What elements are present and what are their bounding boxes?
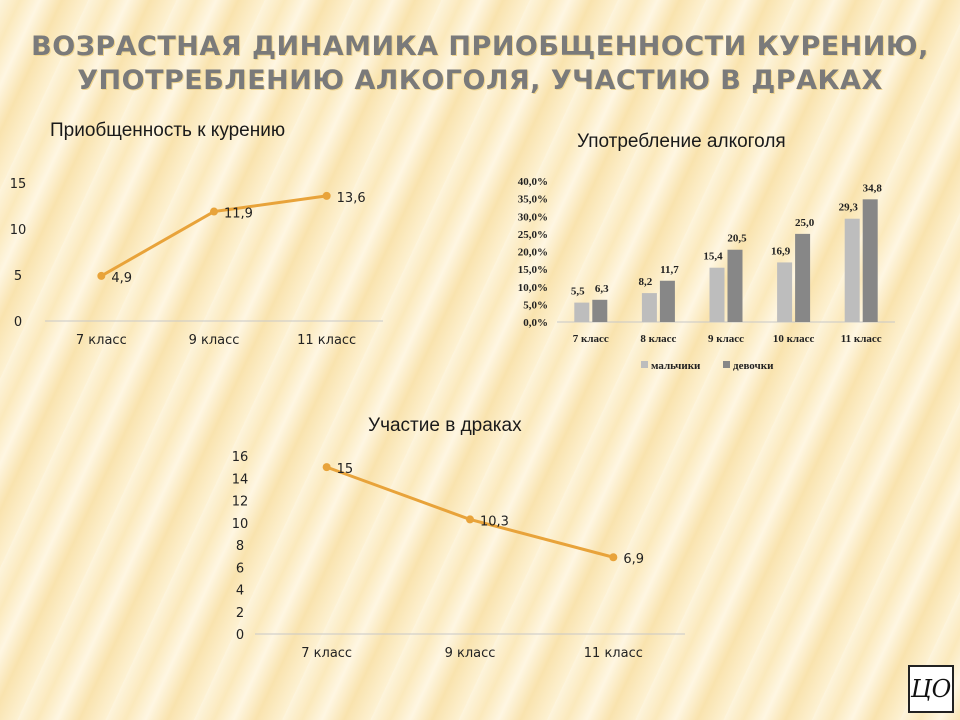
fights-data-label-0: 15 xyxy=(337,462,354,477)
smoking-y-tick-label-0: 0 xyxy=(14,315,22,330)
alcohol-data-label-мальчики-3: 16,9 xyxy=(771,245,791,257)
fights-chart-title: Участие в драках xyxy=(368,415,522,436)
alcohol-legend-label-1: девочки xyxy=(733,360,774,372)
alcohol-x-tick-label-2: 9 класс xyxy=(708,333,744,345)
alcohol-data-label-девочки-0: 6,3 xyxy=(595,283,609,295)
alcohol-y-tick-label-3: 15,0% xyxy=(518,264,548,276)
alcohol-data-label-девочки-2: 20,5 xyxy=(727,233,747,245)
alcohol-data-label-девочки-4: 34,8 xyxy=(863,182,883,194)
fights-x-tick-label-2: 11 класс xyxy=(584,646,643,661)
fights-data-label-1: 10,3 xyxy=(480,514,509,529)
smoking-point-2 xyxy=(322,191,331,200)
logo: ЦО xyxy=(908,665,954,713)
fights-y-tick-label-6: 12 xyxy=(232,495,249,510)
alcohol-y-tick-label-5: 25,0% xyxy=(518,229,548,241)
alcohol-data-label-девочки-1: 11,7 xyxy=(660,264,679,276)
fights-y-tick-label-3: 6 xyxy=(236,561,244,576)
alcohol-y-tick-label-8: 40,0% xyxy=(518,176,548,188)
fights-point-0 xyxy=(322,463,331,472)
smoking-point-1 xyxy=(210,207,218,216)
alcohol-data-label-девочки-3: 25,0 xyxy=(795,217,815,229)
alcohol-data-label-мальчики-1: 8,2 xyxy=(639,276,653,288)
fights-y-tick-label-1: 2 xyxy=(236,606,244,621)
fights-y-tick-label-5: 10 xyxy=(232,517,249,532)
alcohol-y-tick-label-6: 30,0% xyxy=(518,211,548,223)
alcohol-x-tick-label-0: 7 класс xyxy=(573,333,609,345)
alcohol-bar-девочки-2 xyxy=(727,249,743,322)
alcohol-bar-девочки-0 xyxy=(592,299,608,322)
alcohol-bar-мальчики-0 xyxy=(574,302,590,322)
alcohol-legend-swatch-0 xyxy=(641,361,648,368)
alcohol-bar-девочки-3 xyxy=(795,233,811,322)
alcohol-y-tick-label-2: 10,0% xyxy=(518,282,548,294)
alcohol-y-tick-label-1: 5,0% xyxy=(523,299,548,311)
smoking-data-label-2: 13,6 xyxy=(337,191,366,206)
alcohol-legend-label-0: мальчики xyxy=(651,360,701,372)
alcohol-y-tick-label-0: 0,0% xyxy=(523,317,548,329)
alcohol-data-label-мальчики-0: 5,5 xyxy=(571,286,585,298)
alcohol-data-label-мальчики-4: 29,3 xyxy=(839,202,859,214)
smoking-x-tick-label-0: 7 класс xyxy=(76,333,127,348)
smoking-point-0 xyxy=(97,271,106,280)
fights-point-1 xyxy=(466,515,474,524)
alcohol-x-tick-label-3: 10 класс xyxy=(773,333,815,345)
smoking-y-tick-label-3: 15 xyxy=(10,177,27,192)
fights-y-tick-label-8: 16 xyxy=(232,450,249,465)
smoking-x-tick-label-1: 9 класс xyxy=(189,333,240,348)
alcohol-chart-title: Употребление алкоголя xyxy=(577,131,786,152)
slide-title: ВОЗРАСТНАЯ ДИНАМИКА ПРИОБЩЕННОСТИ КУРЕНИ… xyxy=(31,31,929,96)
alcohol-bar-мальчики-3 xyxy=(777,262,793,322)
fights-data-label-2: 6,9 xyxy=(623,552,644,567)
fights-y-tick-label-7: 14 xyxy=(232,472,249,487)
alcohol-bar-девочки-1 xyxy=(659,280,675,322)
alcohol-y-tick-label-4: 20,0% xyxy=(518,247,548,259)
fights-series-line xyxy=(326,465,614,559)
alcohol-data-label-мальчики-2: 15,4 xyxy=(703,251,723,263)
fights-y-tick-label-4: 8 xyxy=(236,539,244,554)
smoking-y-tick-label-1: 5 xyxy=(14,269,22,284)
smoking-chart-title: Приобщенность к курению xyxy=(50,120,286,141)
alcohol-bar-мальчики-2 xyxy=(709,267,725,322)
alcohol-bar-мальчики-1 xyxy=(641,293,657,322)
smoking-data-label-0: 4,9 xyxy=(111,271,132,286)
fights-x-tick-label-1: 9 класс xyxy=(445,646,496,661)
alcohol-bar-мальчики-4 xyxy=(844,218,860,322)
alcohol-y-tick-label-7: 35,0% xyxy=(518,194,548,206)
smoking-x-tick-label-2: 11 класс xyxy=(297,333,356,348)
alcohol-x-tick-label-1: 8 класс xyxy=(640,333,676,345)
smoking-data-label-1: 11,9 xyxy=(224,207,253,222)
fights-y-tick-label-0: 0 xyxy=(236,628,244,643)
alcohol-legend-swatch-1 xyxy=(723,361,730,368)
fights-y-tick-label-2: 4 xyxy=(236,584,244,599)
alcohol-x-tick-label-4: 11 класс xyxy=(841,333,882,345)
fights-x-tick-label-0: 7 класс xyxy=(301,646,352,661)
fights-point-2 xyxy=(609,553,618,562)
alcohol-bar-девочки-4 xyxy=(862,199,878,322)
smoking-y-tick-label-2: 10 xyxy=(10,223,27,238)
